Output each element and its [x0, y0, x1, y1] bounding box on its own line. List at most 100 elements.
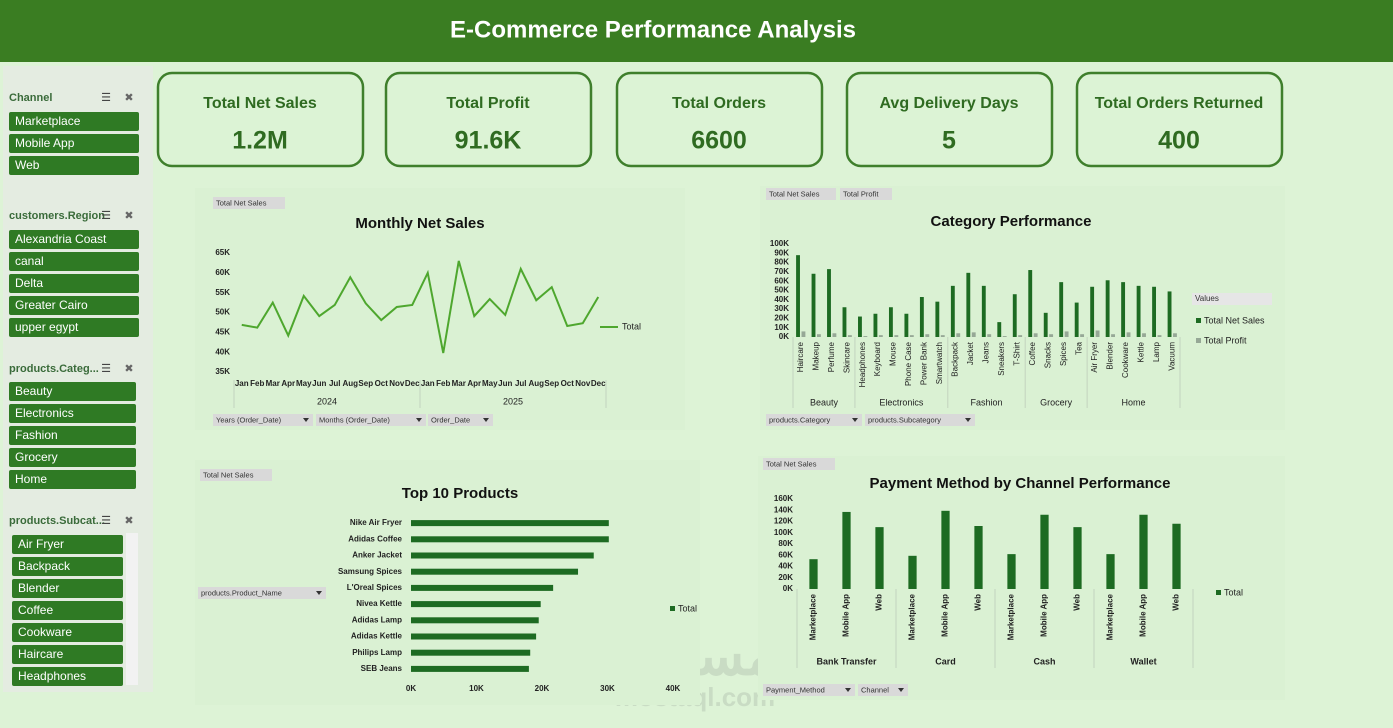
multi-select-icon[interactable]: ☰	[101, 515, 111, 527]
bar	[971, 332, 976, 337]
bar	[919, 297, 924, 337]
clear-filter-icon[interactable]: ✖	[124, 210, 133, 222]
y-tick-label: Adidas Lamp	[352, 615, 402, 624]
x-tick-label: Web	[974, 594, 983, 611]
slicer-item[interactable]	[9, 318, 139, 337]
legend-swatch	[1216, 590, 1221, 595]
x-tick-label: Phone Case	[904, 341, 913, 386]
field-button-label: Total Net Sales	[203, 470, 254, 479]
kpi-value: 6600	[691, 127, 747, 155]
slicer-item[interactable]	[12, 557, 123, 576]
bar	[842, 511, 851, 589]
dropdown-arrow	[483, 418, 489, 422]
slicer-item[interactable]	[9, 448, 136, 467]
filter-button[interactable]	[763, 684, 855, 696]
slicer-item[interactable]	[9, 134, 139, 153]
kpi-label: Total Profit	[446, 95, 530, 112]
field-button[interactable]	[200, 469, 272, 481]
filter-button[interactable]	[428, 414, 493, 426]
slicer-item[interactable]	[12, 623, 123, 642]
slicer-item[interactable]	[9, 404, 136, 423]
bar	[1040, 514, 1049, 589]
slicer-item[interactable]	[9, 230, 139, 249]
filter-button[interactable]	[316, 414, 426, 426]
slicer-item[interactable]	[9, 426, 136, 445]
bar	[811, 273, 816, 337]
x-tick-label: Sep	[358, 379, 373, 388]
bar	[411, 552, 594, 559]
x-tick-label: Makeup	[811, 341, 820, 370]
clear-filter-icon[interactable]: ✖	[124, 363, 133, 375]
bar	[411, 536, 609, 543]
bar	[1173, 333, 1177, 337]
bar	[935, 301, 940, 337]
filter-button[interactable]	[865, 414, 975, 426]
bar	[827, 269, 831, 337]
y-tick-label: 40K	[778, 562, 793, 571]
slicer-item-label: Cookware	[18, 625, 72, 639]
x-tick-label: Lamp	[1152, 341, 1161, 362]
x-tick-label: Aug	[528, 379, 544, 388]
x-tick-label: Apr	[467, 379, 481, 388]
legend-swatch	[1196, 338, 1201, 343]
x-tick-label: Nov	[575, 379, 591, 388]
group-label: Home	[1122, 397, 1146, 407]
bar	[1172, 523, 1181, 589]
slicer-item[interactable]	[9, 296, 139, 315]
slicer-item[interactable]	[12, 645, 123, 664]
bar	[878, 335, 883, 337]
bar	[966, 272, 971, 337]
x-tick-label: Mobile App	[1040, 594, 1049, 637]
slicer-item-label: upper egypt	[15, 320, 79, 334]
field-button[interactable]	[763, 458, 835, 470]
clear-filter-icon[interactable]: ✖	[124, 92, 133, 104]
bar	[411, 649, 531, 656]
x-tick-label: Jan	[235, 379, 249, 388]
slicer-item[interactable]	[9, 274, 139, 293]
bar	[1139, 514, 1148, 589]
x-tick-label: Oct	[561, 379, 575, 388]
multi-select-icon[interactable]: ☰	[101, 363, 111, 375]
slicer-item[interactable]	[9, 112, 139, 131]
multi-select-icon[interactable]: ☰	[101, 92, 111, 104]
x-tick-label: Snacks	[1044, 342, 1053, 368]
x-tick-label: Air Fryer	[1090, 342, 1099, 373]
bar	[1111, 334, 1115, 337]
slicer-item[interactable]	[12, 667, 123, 686]
bar	[411, 601, 541, 608]
x-tick-label: Jun	[312, 379, 326, 388]
y-tick-label: SEB Jeans	[361, 664, 403, 673]
filter-button[interactable]	[213, 414, 313, 426]
filter-button-label: products.Subcategory	[868, 415, 941, 424]
slicer-item[interactable]	[12, 579, 123, 598]
filter-button[interactable]	[858, 684, 908, 696]
y-tick-label: 20K	[774, 314, 789, 323]
multi-select-icon[interactable]: ☰	[101, 210, 111, 222]
x-tick-label: Backpack	[951, 341, 960, 377]
dashboard-title: E-Commerce Performance Analysis	[450, 16, 856, 43]
x-tick-label: Mobile App	[842, 594, 851, 637]
kpi-card	[156, 71, 365, 168]
group-label: 2024	[317, 396, 337, 406]
slicer-item[interactable]	[9, 156, 139, 175]
field-button[interactable]	[213, 197, 285, 209]
bar	[956, 333, 961, 337]
filter-button[interactable]	[198, 587, 326, 599]
bar	[1105, 280, 1110, 337]
bar	[950, 285, 955, 337]
slicer-item[interactable]	[12, 601, 123, 620]
filter-button-label: Payment_Method	[766, 685, 825, 694]
bar	[863, 336, 868, 337]
y-tick-label: 140K	[774, 505, 793, 514]
field-button[interactable]	[766, 188, 836, 200]
x-tick-label: Perfume	[827, 341, 836, 372]
clear-filter-icon[interactable]: ✖	[124, 515, 133, 527]
bar	[809, 559, 818, 589]
slicer-item[interactable]	[12, 535, 123, 554]
field-button[interactable]	[840, 188, 892, 200]
slicer-item[interactable]	[9, 470, 136, 489]
x-tick-label: Mouse	[889, 341, 898, 366]
filter-button[interactable]	[766, 414, 862, 426]
slicer-item[interactable]	[9, 382, 136, 401]
slicer-item[interactable]	[9, 252, 139, 271]
